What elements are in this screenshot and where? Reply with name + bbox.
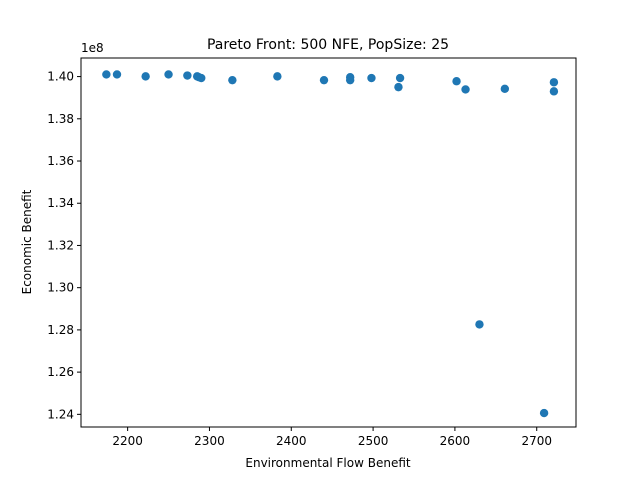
data-point — [395, 73, 405, 83]
x-tick-label: 2200 — [112, 434, 143, 448]
y-tick-label: 1.36 — [47, 154, 74, 168]
chart-title: Pareto Front: 500 NFE, PopSize: 25 — [207, 37, 449, 53]
x-axis-ticks: 2200 2300 2400 2500 2600 2700 — [112, 427, 552, 448]
data-point — [549, 87, 559, 96]
y-axis-label: Economic Benefit — [20, 189, 34, 294]
data-point — [394, 82, 403, 92]
y-tick-label: 1.32 — [47, 238, 74, 252]
x-tick-label: 2600 — [440, 434, 471, 448]
data-point — [164, 70, 173, 79]
y-offset-text: 1e8 — [81, 41, 104, 55]
data-point — [228, 75, 237, 85]
data-point — [273, 72, 282, 81]
data-point — [500, 84, 510, 94]
y-tick-label: 1.24 — [47, 407, 74, 421]
x-tick-label: 2700 — [521, 434, 552, 448]
data-point — [102, 70, 111, 79]
data-point — [539, 408, 549, 418]
y-axis-ticks: 1.24 1.26 1.28 1.30 1.32 1.34 1.36 1.38 1.40 — [47, 70, 81, 421]
data-point — [475, 320, 484, 329]
data-point — [461, 85, 470, 94]
x-axis-label: Environmental Flow Benefit — [245, 456, 410, 470]
data-point — [141, 72, 150, 81]
x-tick-label: 2300 — [194, 434, 225, 448]
y-tick-label: 1.28 — [47, 323, 74, 337]
data-point — [549, 78, 559, 87]
x-tick-label: 2400 — [276, 434, 307, 448]
y-tick-label: 1.30 — [47, 281, 74, 295]
data-point — [452, 77, 461, 86]
data-point — [183, 71, 192, 80]
data-point — [197, 73, 206, 83]
x-tick-label: 2500 — [358, 434, 389, 448]
plot-frame — [80, 57, 577, 428]
y-tick-label: 1.26 — [47, 365, 74, 379]
data-point — [319, 75, 329, 85]
y-tick-label: 1.40 — [47, 70, 74, 84]
y-tick-label: 1.38 — [47, 112, 74, 126]
data-point — [367, 73, 376, 83]
data-point — [112, 70, 122, 79]
data-points — [102, 70, 559, 418]
y-tick-label: 1.34 — [47, 196, 74, 210]
data-point — [345, 75, 355, 85]
